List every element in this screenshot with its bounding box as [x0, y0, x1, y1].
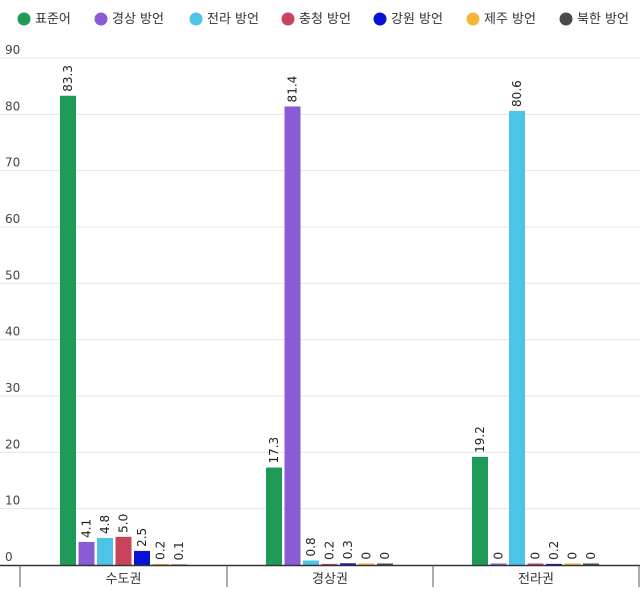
data-label: 0.2: [323, 541, 337, 560]
bar: [490, 563, 507, 565]
y-tick-label: 20: [5, 437, 20, 451]
bar: [266, 467, 282, 565]
data-label: 19.2: [473, 426, 487, 453]
bar: [509, 110, 525, 565]
bar: [472, 456, 488, 565]
legend-marker: [94, 12, 108, 26]
y-tick-label: 0: [5, 550, 13, 564]
bar: [284, 106, 301, 566]
data-label: 4.1: [80, 519, 94, 538]
legend-label: 표준어: [35, 12, 71, 27]
bars: [60, 95, 599, 566]
y-tick-label: 10: [5, 494, 20, 508]
bar: [97, 537, 113, 565]
bar: [303, 560, 319, 565]
y-tick-label: 50: [5, 268, 20, 282]
bar: [564, 563, 581, 565]
data-label: 0: [378, 552, 392, 560]
legend-marker: [281, 12, 295, 26]
bar: [171, 564, 187, 565]
y-tick-label: 60: [5, 212, 20, 226]
data-label: 0.2: [154, 541, 168, 560]
data-label: 0.2: [547, 541, 561, 560]
bar: [546, 563, 562, 565]
legend-label: 충청 방언: [299, 12, 351, 27]
data-label: 0: [529, 552, 543, 560]
data-label: 2.5: [135, 528, 149, 547]
data-label: 0: [566, 552, 580, 560]
x-category-label: 전라권: [518, 572, 554, 587]
data-label: 81.4: [286, 76, 300, 103]
data-label: 0: [584, 552, 598, 560]
bar: [60, 95, 76, 565]
x-category-label: 경상권: [312, 572, 348, 587]
grid-lines: [0, 57, 640, 510]
data-label: 0.1: [172, 541, 186, 560]
bar: [358, 563, 375, 565]
bar: [321, 563, 338, 565]
legend-label: 북한 방언: [577, 12, 629, 27]
bar: [115, 536, 132, 565]
bar: [583, 563, 599, 565]
legend-marker: [559, 12, 573, 26]
x-category-label: 수도권: [106, 572, 142, 587]
y-axis: 0 10 20 30 40 50 60 70 80 90: [5, 43, 20, 564]
bar: [78, 541, 95, 565]
legend-label: 전라 방언: [207, 12, 259, 27]
bar: [527, 563, 544, 565]
bar: [340, 563, 356, 565]
y-tick-label: 70: [5, 156, 20, 170]
legend-marker: [466, 12, 480, 26]
legend-marker: [189, 12, 203, 26]
y-tick-label: 90: [5, 43, 20, 57]
y-tick-label: 40: [5, 325, 20, 339]
data-label: 0: [360, 552, 374, 560]
legend-label: 강원 방언: [391, 12, 443, 27]
legend: 표준어 경상 방언 전라 방언 충청 방언 강원 방언 제주 방언 북한 방언: [17, 12, 629, 27]
y-tick-label: 80: [5, 99, 20, 113]
data-label: 17.3: [267, 437, 281, 464]
legend-label: 제주 방언: [484, 12, 536, 27]
bar: [152, 563, 169, 565]
data-label: 0.3: [341, 540, 355, 559]
bar: [134, 550, 150, 565]
legend-marker: [17, 12, 31, 26]
data-labels: 83.3 4.1 4.8 5.0 2.5 0.2 0.1 17.3 81.4 0.8 0.2 0.3 0…: [61, 65, 598, 560]
data-label: 5.0: [117, 514, 131, 533]
data-label: 0: [492, 552, 506, 560]
legend-label: 경상 방언: [112, 12, 164, 27]
x-axis: 수도권 경상권 전라권: [0, 564, 640, 587]
data-label: 0.8: [304, 537, 318, 556]
data-label: 4.8: [98, 515, 112, 534]
legend-marker: [373, 12, 387, 26]
y-tick-label: 30: [5, 381, 20, 395]
data-label: 83.3: [61, 65, 75, 92]
data-label: 80.6: [510, 80, 524, 107]
bar: [377, 563, 393, 565]
